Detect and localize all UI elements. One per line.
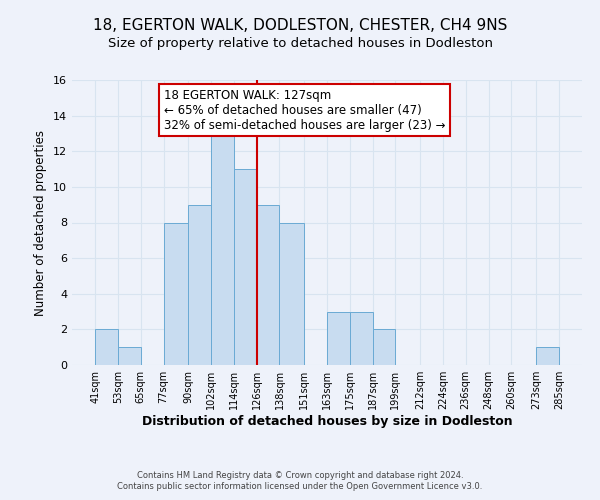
Bar (95, 330, 118, 365)
Bar (164, 222, 188, 365)
Text: Contains HM Land Registry data © Crown copyright and database right 2024.: Contains HM Land Registry data © Crown c… (137, 471, 463, 480)
Bar (350, 312, 373, 365)
Bar (536, 347, 559, 365)
Text: Size of property relative to detached houses in Dodleston: Size of property relative to detached ho… (107, 38, 493, 51)
Y-axis label: Number of detached properties: Number of detached properties (34, 130, 47, 316)
Text: 18, EGERTON WALK, DODLESTON, CHESTER, CH4 9NS: 18, EGERTON WALK, DODLESTON, CHESTER, CH… (93, 18, 507, 32)
Bar (118, 347, 141, 365)
Text: Contains public sector information licensed under the Open Government Licence v3: Contains public sector information licen… (118, 482, 482, 491)
Bar (373, 330, 395, 365)
Bar (257, 204, 280, 365)
X-axis label: Distribution of detached houses by size in Dodleston: Distribution of detached houses by size … (142, 415, 512, 428)
Text: 18 EGERTON WALK: 127sqm
← 65% of detached houses are smaller (47)
32% of semi-de: 18 EGERTON WALK: 127sqm ← 65% of detache… (164, 88, 445, 132)
Bar (234, 169, 257, 365)
Bar (211, 134, 234, 365)
Bar (327, 312, 350, 365)
Bar (188, 204, 211, 365)
Bar (280, 222, 304, 365)
